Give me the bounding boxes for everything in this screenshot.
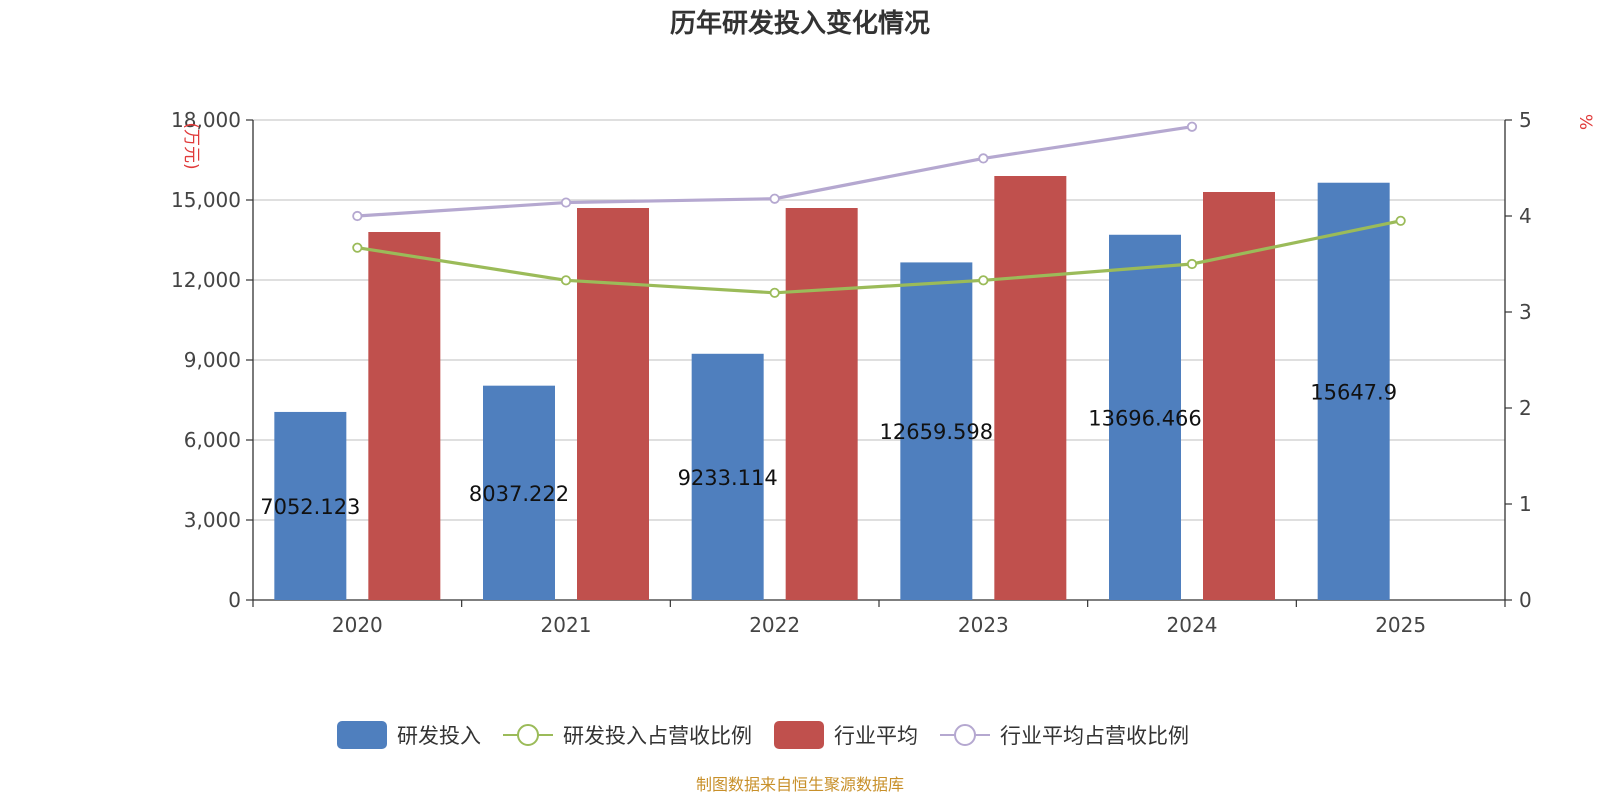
bar-1-2020	[368, 232, 441, 600]
bar-1-2023	[994, 176, 1067, 600]
legend-label: 研发投入	[397, 724, 481, 748]
line-point	[1186, 121, 1198, 132]
x-tick-label: 2022	[749, 613, 800, 637]
left-tick-label: 12,000	[171, 268, 241, 292]
legend-label: 研发投入占营收比例	[563, 724, 752, 748]
source-note: 制图数据来自恒生聚源数据库	[696, 775, 904, 794]
legend-item: 研发投入	[337, 721, 481, 749]
line-point	[978, 153, 989, 164]
bar-0-2024	[1109, 234, 1181, 600]
bar-0-2023	[900, 262, 973, 600]
axes: 0 3,000 6,000 9,000 12,000 15,000 18,000 0 1 2 3 4 5…	[171, 108, 1595, 637]
grid	[253, 119, 1505, 521]
right-tick-label: 2	[1519, 396, 1532, 420]
line-point	[978, 275, 989, 286]
data-label: 13696.466	[1088, 406, 1202, 430]
x-tick-label: 2025	[1375, 613, 1426, 637]
bars	[274, 176, 1390, 601]
legend-swatch	[337, 721, 387, 749]
line-point	[560, 197, 572, 208]
x-tick-label: 2020	[332, 613, 383, 637]
x-tick-label: 2023	[958, 613, 1009, 637]
series-line-0	[357, 219, 1401, 295]
bar-0-2022	[691, 353, 764, 600]
legend-item: 研发投入占营收比例	[503, 724, 752, 748]
legend-swatch-marker	[954, 724, 976, 746]
left-tick-label: 6,000	[184, 428, 241, 452]
legend-swatch	[774, 721, 824, 749]
line-point	[1186, 258, 1198, 270]
data-label: 7052.123	[260, 495, 360, 519]
lines	[352, 121, 1406, 298]
bar-0-2025	[1317, 182, 1390, 601]
bar-0-2021	[483, 385, 555, 600]
bar-0-2020	[274, 411, 347, 600]
legend-item: 行业平均占营收比例	[940, 724, 1189, 748]
right-tick-label: 0	[1519, 588, 1532, 612]
legend-label: 行业平均占营收比例	[1000, 724, 1189, 748]
bar-1-2021	[577, 208, 649, 600]
data-labels: 7052.123 8037.222 9233.114 12659.598 13696.4…	[260, 380, 1397, 519]
chart-title: 历年研发投入变化情况	[670, 8, 930, 39]
legend: 研发投入 研发投入占营收比例 行业平均 行业平均占营收比例	[337, 721, 1189, 749]
line-point	[1395, 215, 1406, 226]
left-axis-unit: (万元)	[181, 122, 201, 169]
left-tick-label: 18,000	[171, 108, 241, 132]
right-axis-unit: %	[1575, 114, 1595, 130]
bar-1-2022	[785, 208, 858, 600]
x-tick-label: 2024	[1167, 613, 1218, 637]
line-point	[352, 242, 363, 253]
line-point	[352, 210, 363, 222]
right-tick-label: 4	[1519, 204, 1532, 228]
right-tick-label: 1	[1519, 492, 1532, 516]
line-point	[769, 287, 780, 298]
data-label: 8037.222	[469, 482, 569, 506]
data-label: 9233.114	[678, 466, 778, 490]
data-label: 15647.9	[1310, 380, 1397, 404]
right-tick-label: 3	[1519, 300, 1532, 324]
right-tick-label: 5	[1519, 108, 1532, 132]
data-label: 12659.598	[880, 420, 994, 444]
x-tick-label: 2021	[541, 613, 592, 637]
left-tick-label: 0	[228, 588, 241, 612]
line-point	[769, 193, 780, 204]
left-tick-label: 15,000	[171, 188, 241, 212]
left-tick-label: 9,000	[184, 348, 241, 372]
left-tick-label: 3,000	[184, 508, 241, 532]
legend-swatch-marker	[517, 724, 539, 746]
line-point	[560, 275, 572, 286]
legend-item: 行业平均	[774, 721, 918, 749]
legend-label: 行业平均	[834, 724, 918, 748]
